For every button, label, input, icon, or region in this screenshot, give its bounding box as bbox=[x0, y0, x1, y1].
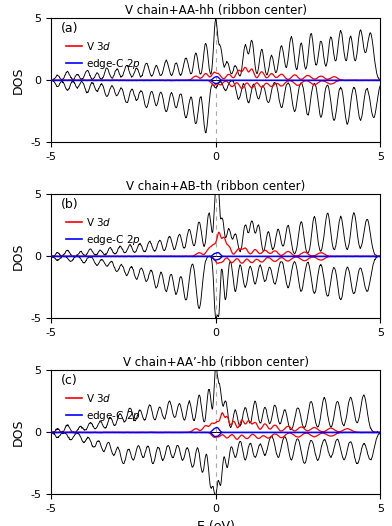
X-axis label: E (eV): E (eV) bbox=[197, 520, 234, 526]
Y-axis label: DOS: DOS bbox=[12, 67, 25, 94]
Y-axis label: DOS: DOS bbox=[12, 419, 25, 446]
Y-axis label: DOS: DOS bbox=[12, 242, 25, 270]
Legend: V 3$d$, edge-C 2$p$: V 3$d$, edge-C 2$p$ bbox=[66, 40, 141, 71]
Title: V chain+AA’-hb (ribbon center): V chain+AA’-hb (ribbon center) bbox=[123, 356, 309, 369]
Text: (c): (c) bbox=[61, 374, 78, 387]
Legend: V 3$d$, edge-C 2$p$: V 3$d$, edge-C 2$p$ bbox=[66, 216, 141, 247]
Title: V chain+AA-hh (ribbon center): V chain+AA-hh (ribbon center) bbox=[125, 4, 307, 17]
Text: (b): (b) bbox=[61, 198, 78, 211]
Text: (a): (a) bbox=[61, 22, 78, 35]
Legend: V 3$d$, edge-C 2$p$: V 3$d$, edge-C 2$p$ bbox=[66, 392, 141, 423]
Title: V chain+AB-th (ribbon center): V chain+AB-th (ribbon center) bbox=[126, 180, 305, 193]
